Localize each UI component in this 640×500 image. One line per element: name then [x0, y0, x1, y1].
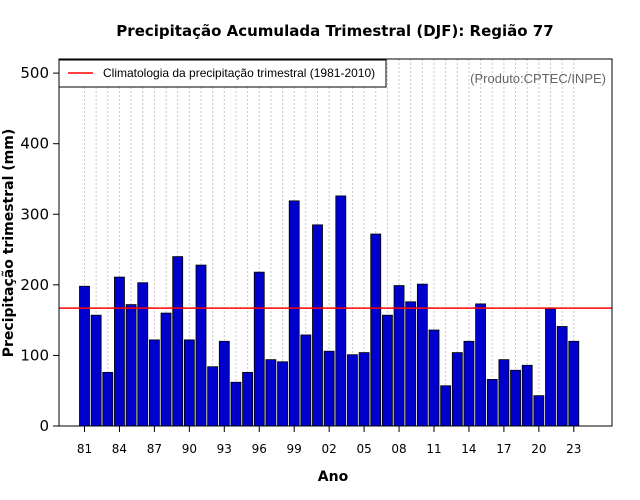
x-tick-label: 96: [252, 442, 267, 456]
bar-1986: [137, 282, 149, 427]
x-tick-label: 23: [566, 442, 581, 456]
x-tick-label: 87: [147, 442, 162, 456]
x-tick-label: 05: [356, 442, 371, 456]
bar-2019: [521, 364, 533, 427]
plot-frame: [58, 58, 613, 427]
y-tick-label: 0: [39, 417, 49, 435]
bar-1984: [114, 276, 125, 427]
bar-2013: [451, 352, 463, 427]
bar-2016: [486, 379, 498, 427]
bar-1983: [102, 371, 114, 427]
bar-2010: [416, 283, 428, 427]
bar-1988: [160, 312, 172, 427]
bar-2006: [370, 233, 382, 427]
bar-1996: [253, 271, 265, 427]
bar-2021: [545, 308, 556, 427]
x-axis-label: Ano: [318, 469, 349, 485]
bar-2018: [510, 369, 521, 427]
bar-2023: [568, 340, 580, 427]
bar-2001: [312, 224, 323, 427]
bar-2008: [393, 285, 405, 427]
bar-1993: [218, 340, 230, 427]
chart-title: Precipitação Acumulada Trimestral (DJF):…: [116, 22, 553, 40]
bar-2017: [498, 359, 510, 427]
bar-1992: [207, 366, 219, 427]
bar-2015: [475, 303, 487, 427]
legend-label: Climatologia da precipitação trimestral …: [103, 66, 375, 80]
legend-box: [58, 59, 387, 88]
x-tick-label: 08: [391, 442, 406, 456]
bar-1991: [195, 264, 207, 427]
bar-1981: [79, 285, 90, 427]
bar-2022: [556, 326, 568, 427]
bar-1995: [242, 371, 254, 427]
bar-2005: [358, 352, 370, 427]
x-axis: 81 84 87 90 93 96 99 02 05 08 11 14 17 20 23: [77, 426, 581, 456]
bar-1989: [172, 256, 184, 427]
bar-1987: [148, 339, 160, 427]
bars-group: [79, 195, 580, 427]
bar-1990: [183, 339, 195, 427]
x-tick-label: 99: [287, 442, 302, 456]
y-axis: 0 100 200 300 400 500: [20, 64, 59, 435]
x-tick-label: 81: [77, 442, 92, 456]
x-tick-label: 14: [461, 442, 476, 456]
bar-1997: [265, 359, 277, 427]
x-tick-label: 93: [217, 442, 232, 456]
y-tick-label: 400: [20, 135, 49, 153]
x-tick-label: 02: [322, 442, 337, 456]
bar-2000: [300, 334, 312, 427]
bar-2009: [405, 301, 417, 427]
y-tick-label: 200: [20, 276, 49, 294]
bar-2011: [428, 329, 440, 427]
bar-2003: [335, 195, 347, 427]
bar-2004: [347, 354, 358, 427]
bar-2007: [381, 314, 393, 427]
bar-1982: [90, 314, 102, 427]
x-tick-label: 84: [112, 442, 127, 456]
bar-2020: [533, 395, 545, 427]
legend: Climatologia da precipitação trimestral …: [58, 59, 387, 88]
y-axis-label: Precipitação trimestral (mm): [1, 129, 17, 357]
y-tick-label: 500: [20, 64, 49, 82]
y-tick-label: 100: [20, 346, 49, 364]
x-tick-label: 11: [426, 442, 441, 456]
source-note: (Produto:CPTEC/INPE): [470, 71, 606, 86]
bar-1994: [230, 381, 242, 427]
bar-2012: [440, 385, 452, 427]
bar-1985: [125, 304, 137, 427]
bar-2014: [463, 340, 475, 427]
x-tick-label: 90: [182, 442, 197, 456]
bar-1998: [277, 361, 288, 427]
x-tick-label: 20: [531, 442, 546, 456]
y-tick-label: 300: [20, 205, 49, 223]
bar-1999: [288, 200, 300, 427]
bar-2002: [323, 350, 335, 427]
x-tick-label: 17: [496, 442, 511, 456]
